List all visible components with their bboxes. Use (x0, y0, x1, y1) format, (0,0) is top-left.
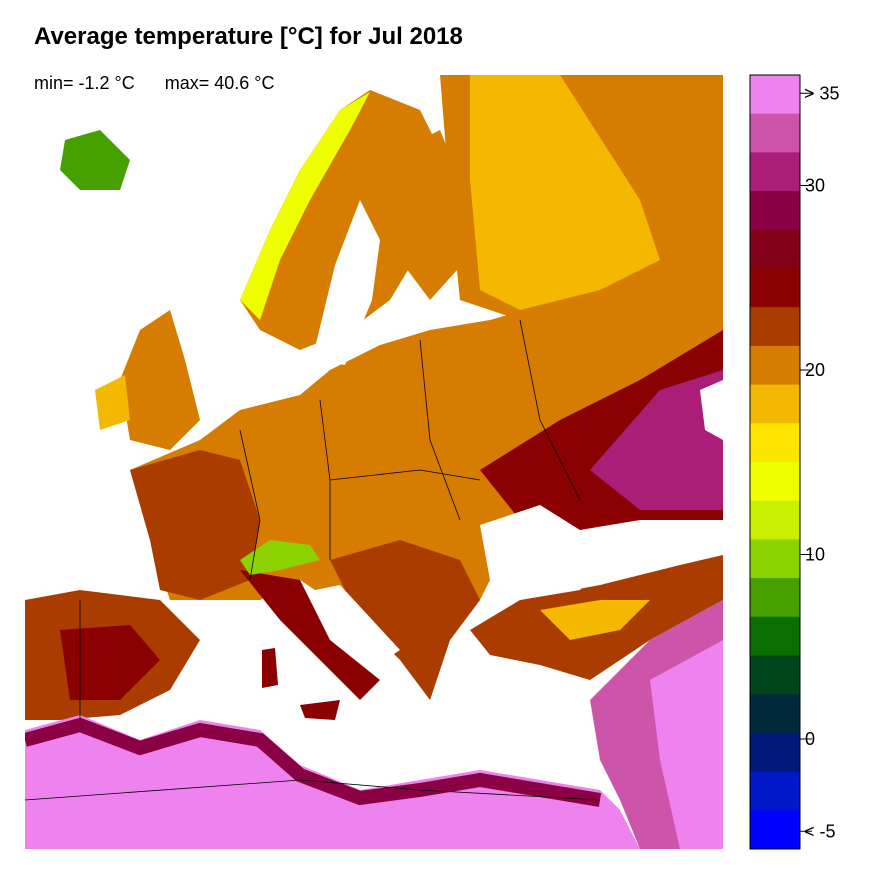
region-africa-coast (25, 717, 602, 807)
region-great-britain (120, 310, 200, 450)
legend-bin (750, 732, 800, 773)
region-ireland (95, 375, 130, 430)
region-caspian-hot (590, 370, 723, 510)
region-sardinia (262, 648, 278, 688)
legend-tick-label: 0 (805, 729, 815, 749)
legend-tick-label: > 35 (804, 83, 840, 103)
legend-bin (750, 229, 800, 269)
legend-bin (750, 113, 800, 153)
legend-tick-label: 10 (805, 545, 825, 565)
legend-bin (750, 539, 800, 579)
legend-tick-label: < -5 (804, 821, 836, 841)
legend-bin (750, 578, 800, 618)
legend-bin (750, 423, 800, 463)
legend-bin (750, 616, 800, 656)
region-iceland (60, 130, 130, 190)
baltic-sea (312, 200, 380, 365)
region-arabia (650, 640, 723, 849)
country-borders (25, 319, 601, 801)
region-alps (240, 540, 320, 575)
legend-bin (750, 268, 800, 308)
legend-frame (749, 74, 801, 850)
adriatic-sea (315, 585, 400, 660)
legend-bin (750, 771, 800, 811)
legend-bin (750, 500, 800, 540)
legend-bin (750, 655, 800, 695)
legend-bin (750, 462, 800, 502)
region-iberia-core (60, 625, 160, 700)
region-russia-cool (470, 75, 660, 310)
legend-bin (750, 152, 800, 192)
legend-tick-label: 30 (805, 176, 825, 196)
legend-bin (750, 694, 800, 734)
legend-bin (750, 384, 800, 424)
legend-bin (750, 307, 800, 347)
region-norway-mountains (240, 92, 370, 320)
region-turkey-plateau (540, 600, 650, 640)
region-sicily (300, 700, 340, 720)
min-max-stats: min= -1.2 °C max= 40.6 °C (34, 73, 304, 94)
legend-bin (750, 75, 800, 115)
legend-bin (750, 345, 800, 386)
region-france (130, 450, 260, 600)
black-sea (480, 505, 610, 600)
region-italy (240, 570, 380, 700)
caspian-sea (700, 380, 723, 440)
legend-bin (750, 810, 800, 850)
max-value: max= 40.6 °C (164, 73, 275, 93)
min-value: min= -1.2 °C (34, 73, 135, 93)
map-title: Average temperature [°C] for Jul 2018 (34, 23, 463, 50)
region-finland (380, 130, 475, 300)
legend-tick-label: 20 (805, 360, 825, 380)
legend-bin (750, 191, 800, 231)
region-balkans (330, 540, 480, 700)
